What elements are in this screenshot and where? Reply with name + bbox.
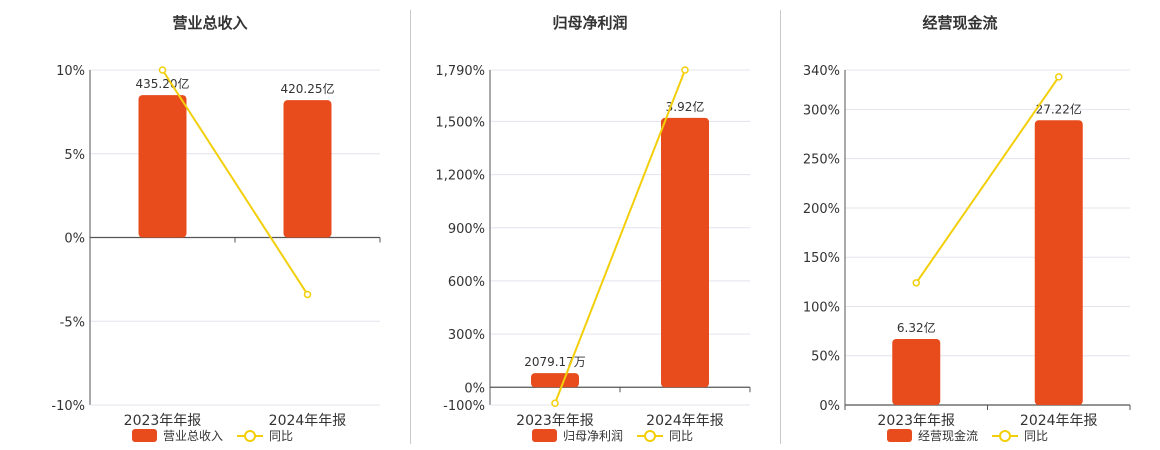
chart-panel: 营业总收入 -10% -5% 0% 5% 10% 435.20亿 420.25亿 2023年年报…: [51, 14, 381, 443]
bar-value-label: 435.20亿: [136, 76, 190, 91]
yoy-line: [161, 69, 309, 295]
legend-bar-label: 营业总收入: [163, 429, 223, 443]
chart-panel: 归母净利润 -100% 0% 300% 600% 900% 1,200% 1,500% 1,79…: [435, 14, 751, 443]
bar-value-label: 3.92亿: [666, 99, 705, 114]
bar: [138, 95, 187, 238]
y-tick-label: -5%: [60, 315, 85, 330]
legend-bar-label: 归母净利润: [563, 429, 623, 443]
bar: [1034, 120, 1083, 405]
y-tick-label: 5%: [64, 148, 85, 163]
yoy-point: [1055, 73, 1063, 81]
legend-line-label: 同比: [1024, 429, 1048, 443]
yoy-point: [912, 279, 920, 287]
legend-line-marker: [644, 430, 656, 442]
bar-value-label: 420.25亿: [281, 81, 335, 96]
bar: [892, 338, 941, 405]
y-tick-label: 100%: [803, 300, 840, 315]
legend-bar-swatch: [532, 429, 557, 442]
y-tick-label: 340%: [803, 64, 840, 79]
x-tick-label: 2023年年报: [877, 413, 955, 429]
y-tick-label: 50%: [811, 350, 840, 365]
y-tick-label: 10%: [56, 64, 85, 79]
chart-title: 归母净利润: [552, 14, 627, 32]
yoy-point: [303, 290, 312, 299]
legend-bar-swatch: [887, 429, 912, 442]
yoy-point: [551, 399, 559, 407]
y-tick-label: 0%: [464, 381, 485, 396]
y-tick-label: 0%: [64, 232, 85, 247]
y-tick-label: 1,790%: [435, 64, 485, 79]
y-tick-label: 300%: [803, 103, 840, 118]
y-tick-label: 150%: [803, 251, 840, 266]
panel-divider: [410, 10, 411, 444]
legend-line-marker: [999, 430, 1011, 442]
bar-value-label: 6.32亿: [897, 320, 936, 335]
legend-line-label: 同比: [669, 429, 693, 443]
y-tick-label: 0%: [819, 399, 840, 414]
y-tick-label: 900%: [448, 222, 485, 237]
y-tick-label: 200%: [803, 202, 840, 217]
panel-divider: [780, 10, 781, 444]
bar: [661, 117, 709, 388]
legend-line-label: 同比: [269, 429, 293, 443]
y-tick-label: 1,500%: [435, 115, 485, 130]
x-tick-label: 2024年年报: [1020, 413, 1098, 429]
y-tick-label: -100%: [443, 399, 485, 414]
legend-line-marker: [244, 430, 256, 442]
legend-bar-label: 经营现金流: [918, 428, 978, 443]
x-tick-label: 2024年年报: [646, 413, 724, 429]
y-tick-label: 1,200%: [435, 169, 485, 184]
legend-bar-swatch: [132, 429, 157, 442]
y-tick-label: 600%: [448, 275, 485, 290]
bar: [283, 100, 332, 238]
y-tick-label: 300%: [448, 328, 485, 343]
yoy-line: [554, 69, 686, 404]
bar: [531, 373, 579, 388]
y-tick-label: 250%: [803, 153, 840, 168]
yoy-point: [681, 66, 689, 74]
yoy-point: [158, 66, 167, 74]
x-tick-label: 2023年年报: [516, 413, 594, 429]
x-tick-label: 2024年年报: [269, 413, 347, 429]
y-tick-label: -10%: [51, 399, 85, 414]
chart-title: 营业总收入: [172, 14, 247, 32]
chart-panel: 经营现金流 0% 50% 100% 150% 200% 250% 300% 340% 6.32亿 2…: [803, 14, 1131, 443]
bar-value-label: 2079.17万: [524, 355, 586, 369]
x-tick-label: 2023年年报: [124, 413, 202, 429]
chart-title: 经营现金流: [922, 14, 997, 32]
bar-value-label: 27.22亿: [1036, 101, 1082, 116]
yoy-line: [915, 76, 1060, 284]
